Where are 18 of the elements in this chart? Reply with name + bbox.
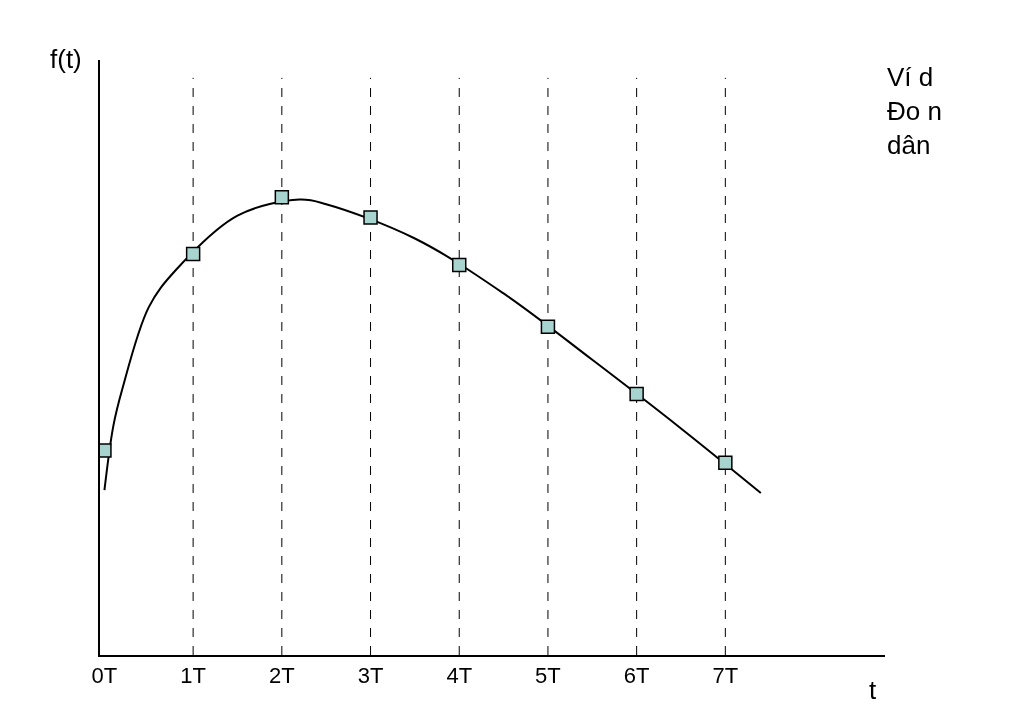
point xyxy=(451,257,467,273)
x-tick-label: 0T xyxy=(91,663,118,689)
x-tick-label: 3T xyxy=(357,663,384,689)
y-axis-title: f(t) xyxy=(50,44,82,74)
point xyxy=(718,455,733,471)
point xyxy=(185,246,201,262)
x-tick-label: 6T xyxy=(623,663,650,689)
point xyxy=(629,386,644,402)
point xyxy=(363,210,378,225)
x-tick-label: 7T xyxy=(712,663,739,689)
x-tick-label: 4T xyxy=(446,663,473,689)
point xyxy=(540,319,556,335)
text: Ví d Đo n dân xyxy=(887,62,942,160)
x-tick-label: 1T xyxy=(180,663,206,689)
x-tick-label: 2T xyxy=(269,663,295,689)
x-tick-label: 5T xyxy=(535,663,561,689)
point xyxy=(274,190,290,205)
x-axis-title: t xyxy=(869,675,877,705)
